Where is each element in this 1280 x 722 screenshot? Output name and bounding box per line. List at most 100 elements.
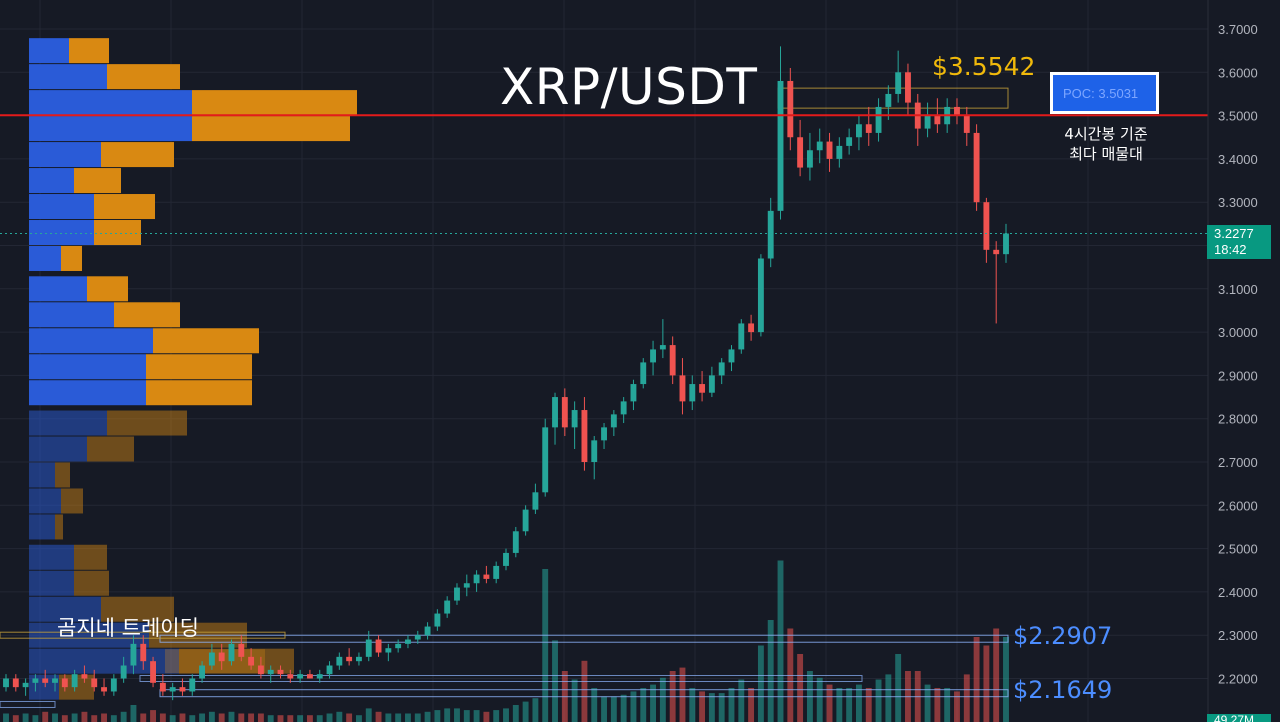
candle-body [934, 115, 941, 125]
volume-bar [385, 713, 392, 722]
candle-body [414, 635, 421, 640]
volume-bar [679, 667, 686, 722]
candle-body [826, 141, 833, 159]
candle-body [208, 652, 215, 666]
volume-profile-buy [29, 168, 74, 194]
candle-body [179, 687, 186, 692]
volume-profile-sell [192, 116, 350, 142]
volume-bar [689, 688, 696, 722]
high-zone-box [777, 87, 1009, 109]
y-tick-label: 3.1000 [1218, 282, 1258, 297]
y-tick-label: 3.7000 [1218, 22, 1258, 37]
volume-bar [120, 711, 127, 722]
volume-bar [434, 710, 441, 722]
candle-body [748, 323, 755, 333]
volume-bar [71, 713, 78, 722]
volume-bar [601, 696, 607, 722]
volume-bar [130, 705, 137, 722]
volume-profile-sell [146, 380, 252, 406]
candle-body [610, 414, 617, 428]
volume-bar [748, 688, 755, 722]
y-tick-label: 3.0000 [1218, 325, 1258, 340]
candle-body [856, 124, 862, 138]
candle-body [248, 656, 255, 666]
candle-body [91, 678, 98, 688]
candle-body [395, 643, 402, 649]
volume-bar [954, 691, 960, 722]
volume-profile-buy [29, 328, 153, 354]
support-level-box [0, 700, 56, 708]
candle-body [875, 106, 882, 133]
volume-profile-buy [29, 276, 87, 302]
volume-bar [630, 691, 637, 722]
volume-bar [267, 715, 274, 722]
candle-body [71, 674, 78, 688]
poc-box [1050, 72, 1159, 114]
support-level-box [139, 675, 863, 682]
volume-bar [52, 713, 58, 722]
support-level-box [159, 689, 1009, 698]
volume-bar [699, 691, 706, 722]
candle-body [669, 345, 676, 376]
volume-bar [738, 679, 745, 722]
last-price-badge[interactable]: 3.2277 18:42 [1207, 225, 1271, 259]
volume-bar [846, 688, 853, 722]
resistance-zone-box [0, 631, 286, 639]
candle-body [277, 669, 284, 675]
candle-body [983, 202, 990, 250]
candle-body [483, 574, 490, 579]
volume-bar [865, 688, 872, 722]
volume-profile-buy [29, 380, 146, 406]
candle-body [542, 427, 549, 493]
volume-bar [934, 688, 941, 722]
candle-body [336, 656, 343, 666]
y-tick-label: 3.6000 [1218, 65, 1258, 80]
candle-body [679, 375, 686, 402]
volume-bar [512, 705, 519, 722]
volume-profile-sell [69, 38, 109, 64]
candle-body [52, 678, 58, 683]
volume-bar [826, 684, 833, 722]
candle-body [346, 656, 353, 662]
candle-body [101, 687, 107, 692]
volume-profile-sell [55, 462, 70, 488]
volume-bar [238, 713, 245, 722]
volume-bar [287, 715, 294, 722]
candle-body [326, 665, 333, 675]
y-tick-label: 2.3000 [1218, 628, 1258, 643]
volume-profile-buy [29, 462, 55, 488]
volume-bar [993, 628, 1000, 722]
volume-bar [659, 677, 666, 722]
candle-body [130, 643, 137, 666]
volume-bar [169, 715, 176, 722]
volume-bar [895, 654, 902, 722]
candle-body [375, 639, 382, 653]
volume-bar [297, 715, 304, 722]
pair-title: XRP/USDT [500, 58, 758, 116]
candle-body [885, 93, 892, 107]
candle-body [169, 687, 176, 692]
volume-bar [640, 688, 647, 722]
volume-bar [356, 715, 362, 722]
support-level-box [159, 634, 1009, 643]
candle-body [757, 258, 764, 333]
volume-profile-buy [29, 544, 74, 570]
candle-body [316, 674, 323, 679]
volume-bar [728, 688, 735, 722]
volume-bar [199, 713, 206, 722]
level-label-2: $2.1649 [1013, 676, 1113, 704]
volume-bar [797, 654, 804, 722]
volume-bar [42, 711, 49, 722]
volume-bar [944, 688, 951, 722]
candle-body [846, 137, 853, 146]
volume-bar [708, 693, 715, 722]
volume-bar [257, 713, 264, 722]
candle-body [365, 639, 372, 657]
candle-body [110, 678, 117, 692]
candle-body [797, 137, 804, 168]
candle-body [532, 492, 539, 510]
volume-bar [81, 711, 88, 722]
volume-bar [150, 710, 156, 722]
candle-body [1003, 233, 1009, 255]
volume-bar [3, 713, 9, 722]
